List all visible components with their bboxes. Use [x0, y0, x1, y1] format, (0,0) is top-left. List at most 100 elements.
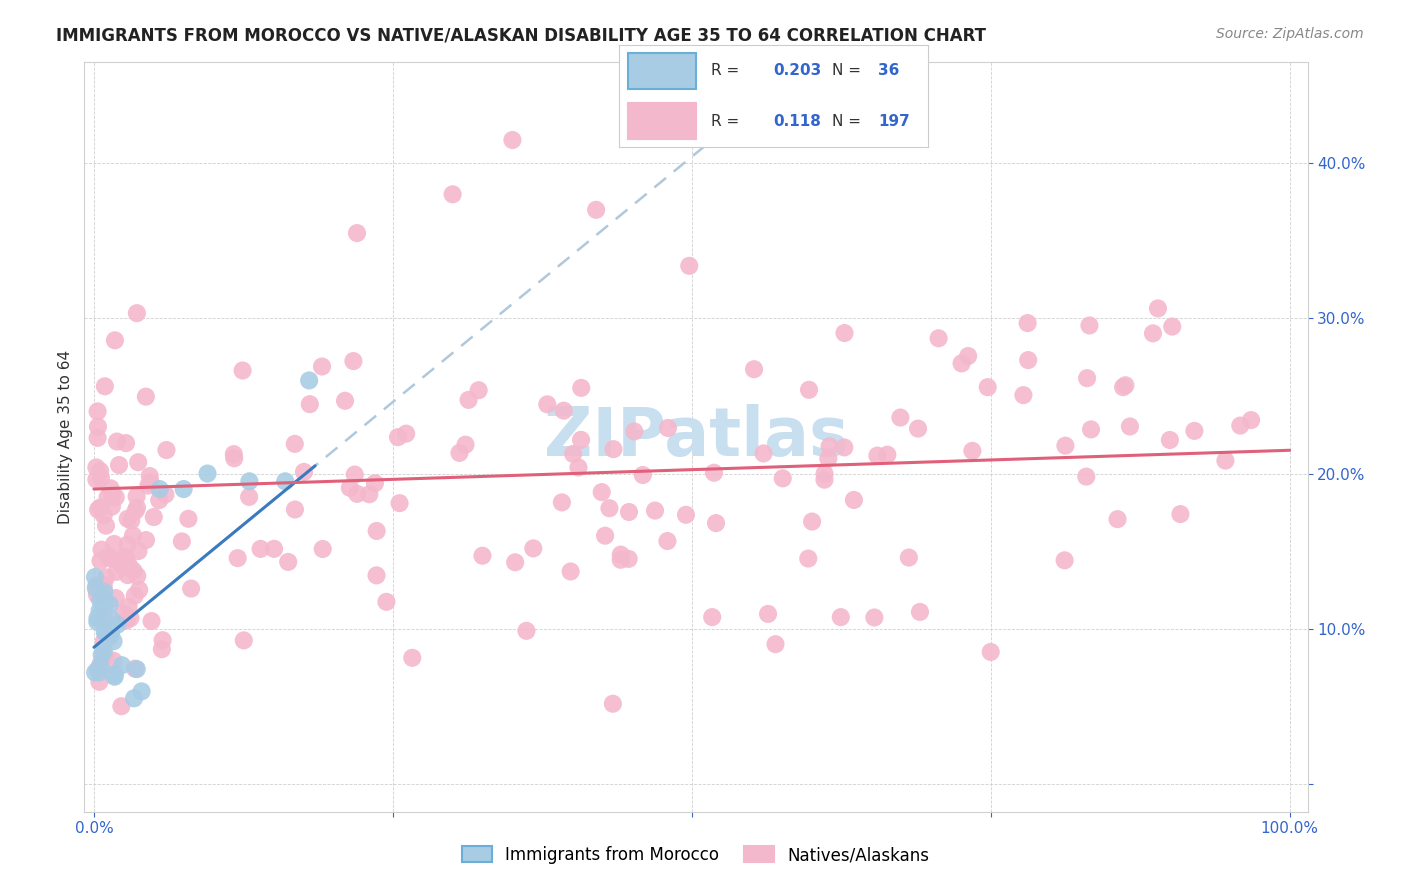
Point [298, 397, 321, 411]
Point [866, 449, 889, 463]
Text: R =: R = [711, 113, 740, 128]
Point [1107, 512, 1129, 526]
Point [127, 569, 149, 583]
Point [602, 442, 624, 457]
Text: 36: 36 [879, 63, 900, 78]
Point [339, 481, 361, 495]
Point [818, 439, 841, 453]
Point [149, 482, 172, 496]
Point [89, 582, 111, 597]
Point [93, 634, 115, 648]
Point [742, 362, 765, 376]
Point [569, 433, 592, 447]
Point [84, 582, 107, 596]
Point [593, 529, 616, 543]
Point [311, 359, 333, 374]
Point [90, 542, 112, 557]
Point [1080, 422, 1102, 436]
Point [93, 614, 115, 628]
Point [536, 397, 558, 411]
Point [107, 617, 129, 632]
Point [752, 446, 775, 460]
Point [515, 624, 537, 638]
Point [441, 187, 464, 202]
Point [401, 650, 423, 665]
Point [86, 431, 108, 445]
Point [609, 548, 631, 562]
Point [115, 613, 138, 627]
Point [617, 505, 640, 519]
Point [1229, 418, 1251, 433]
Point [813, 473, 835, 487]
Bar [628, 53, 696, 88]
Point [609, 553, 631, 567]
Point [1142, 326, 1164, 341]
Point [108, 458, 131, 472]
Text: 197: 197 [879, 113, 910, 128]
Point [124, 589, 146, 603]
Point [366, 524, 388, 538]
Point [346, 226, 368, 240]
Point [277, 555, 299, 569]
Point [103, 634, 125, 648]
Point [801, 515, 824, 529]
Point [292, 465, 315, 479]
Point [104, 591, 127, 605]
Text: IMMIGRANTS FROM MOROCCO VS NATIVE/ALASKAN DISABILITY AGE 35 TO 64 CORRELATION CH: IMMIGRANTS FROM MOROCCO VS NATIVE/ALASKA… [56, 27, 986, 45]
Point [103, 654, 125, 668]
Point [238, 490, 260, 504]
Point [585, 202, 607, 217]
Point [100, 612, 122, 626]
Point [1215, 453, 1237, 467]
Point [342, 354, 364, 368]
Point [449, 446, 471, 460]
Point [155, 443, 177, 458]
Text: R =: R = [711, 63, 740, 78]
Point [395, 426, 418, 441]
Point [124, 662, 146, 676]
Point [197, 467, 219, 481]
Point [103, 537, 125, 551]
Point [93, 578, 115, 592]
Point [89, 500, 111, 515]
Point [89, 660, 111, 674]
Point [100, 627, 122, 641]
Point [454, 438, 477, 452]
Point [94, 622, 117, 636]
Point [1076, 469, 1098, 483]
Point [89, 554, 111, 568]
Point [170, 534, 193, 549]
Point [100, 551, 122, 566]
Point [1240, 413, 1263, 427]
Point [457, 392, 479, 407]
Point [118, 558, 141, 573]
Point [359, 487, 381, 501]
Point [86, 588, 108, 602]
Point [115, 436, 138, 450]
Point [111, 558, 134, 573]
Point [89, 665, 111, 680]
Point [139, 475, 162, 490]
Point [86, 579, 108, 593]
Point [93, 608, 115, 623]
Point [98, 631, 121, 645]
Text: Source: ZipAtlas.com: Source: ZipAtlas.com [1216, 27, 1364, 41]
Point [120, 514, 142, 528]
Point [84, 570, 107, 584]
Point [141, 614, 163, 628]
Point [1119, 419, 1142, 434]
Point [702, 610, 724, 624]
Text: N =: N = [832, 63, 860, 78]
Point [89, 674, 111, 689]
Point [173, 482, 195, 496]
Point [522, 541, 544, 556]
Point [124, 504, 146, 518]
Point [1017, 353, 1039, 368]
Point [980, 645, 1002, 659]
Point [1161, 319, 1184, 334]
Point [87, 502, 110, 516]
Point [346, 487, 368, 501]
Point [89, 592, 111, 607]
Point [274, 475, 297, 489]
Point [100, 481, 122, 495]
